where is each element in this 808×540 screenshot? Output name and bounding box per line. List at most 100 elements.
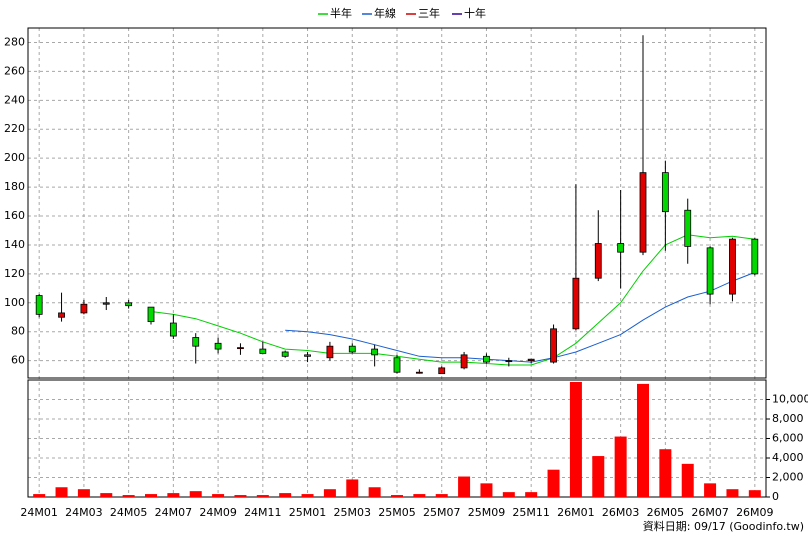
volume-bar	[726, 489, 739, 497]
volume-bar	[502, 492, 515, 497]
y-tick-label: 160	[4, 209, 25, 222]
candle-body	[438, 367, 446, 375]
candle-body	[259, 348, 267, 354]
y-tick-label: 180	[4, 180, 25, 193]
volume-bar	[212, 494, 225, 497]
volume-bar	[435, 494, 448, 497]
volume-bar	[525, 492, 538, 497]
volume-bar	[279, 493, 292, 497]
legend-label[interactable]: 三年	[418, 6, 440, 20]
candle-body	[125, 302, 133, 307]
y-tick-label: 220	[4, 122, 25, 135]
price-panel-frame	[27, 27, 767, 379]
candle-body	[147, 306, 155, 322]
x-tick-label: 24M07	[155, 506, 193, 519]
footer: 資料日期: 09/17 (Goodinfo.tw)	[643, 519, 804, 533]
y-tick-label: 260	[4, 64, 25, 77]
candle-body	[594, 243, 602, 279]
candle-body	[751, 238, 759, 275]
volume-bar	[659, 449, 672, 497]
candle-body	[102, 302, 110, 305]
y-tick-label: 280	[4, 35, 25, 48]
candle-body	[169, 322, 177, 337]
candle-body	[460, 354, 468, 369]
y-tick-label: 240	[4, 93, 25, 106]
y2-tick-label: 4,000	[772, 451, 804, 464]
volume-bar	[256, 495, 269, 497]
volume-bar	[413, 494, 426, 497]
x-tick-label: 25M03	[334, 506, 372, 519]
volume-bar	[323, 489, 336, 497]
volume-bar	[681, 463, 694, 497]
x-tick-label: 25M07	[423, 506, 461, 519]
volume-bar	[167, 493, 180, 497]
y2-tick-label: 0	[772, 490, 779, 503]
x-tick-label: 26M07	[691, 506, 729, 519]
candle-body	[80, 303, 88, 314]
volume-bar	[704, 483, 717, 497]
volume-bar	[33, 494, 46, 497]
volume-bar	[637, 383, 649, 497]
y-tick-label: 100	[4, 296, 25, 309]
x-tick-label: 24M11	[244, 506, 282, 519]
volume-bar	[189, 491, 202, 497]
candle-body	[527, 358, 535, 362]
volume-bar	[100, 493, 113, 497]
x-tick-label: 24M03	[65, 506, 103, 519]
volume-bar	[614, 436, 627, 497]
x-tick-label: 26M09	[736, 506, 774, 519]
x-tick-label: 24M09	[199, 506, 237, 519]
candle-body	[281, 351, 289, 357]
x-tick-label: 24M05	[110, 506, 148, 519]
y-tick-label: 200	[4, 151, 25, 164]
volume-bar	[368, 487, 381, 497]
candle-body	[214, 342, 222, 350]
volume-bar	[592, 456, 605, 497]
candle-body	[415, 371, 423, 374]
volume-bar	[301, 494, 314, 497]
legend-label[interactable]: 半年	[330, 6, 352, 20]
volume-bar	[234, 495, 247, 497]
volume-bar	[480, 483, 493, 497]
candle-body	[661, 172, 669, 213]
x-tick-label: 26M05	[647, 506, 685, 519]
candle-body	[348, 345, 356, 353]
candle-body	[371, 348, 379, 356]
legend-label[interactable]: 年線	[374, 6, 396, 20]
y2-tick-label: 6,000	[772, 432, 804, 445]
y-tick-label: 140	[4, 238, 25, 251]
x-tick-label: 26M03	[602, 506, 640, 519]
x-tick-label: 25M09	[468, 506, 506, 519]
x-tick-label: 25M05	[378, 506, 416, 519]
candle-body	[58, 312, 65, 318]
volume-bar	[569, 381, 582, 497]
volume-bar	[458, 476, 471, 497]
candle-body	[304, 354, 311, 357]
volume-bar	[547, 469, 560, 497]
volume-bar	[748, 490, 761, 497]
candle-body	[639, 172, 647, 253]
x-tick-label: 25M11	[512, 506, 550, 519]
x-tick-label: 25M01	[289, 506, 327, 519]
y-tick-label: 60	[11, 354, 25, 367]
volume-bar	[346, 479, 359, 497]
volume-bar	[77, 489, 90, 497]
volume-bar	[145, 494, 157, 497]
candle-body	[572, 277, 580, 330]
candle-body	[684, 209, 692, 247]
ma-line	[150, 234, 755, 366]
volume-bar	[122, 495, 135, 497]
volume-bar	[391, 495, 403, 497]
legend-label[interactable]: 十年	[464, 6, 486, 20]
y2-tick-label: 10,000	[772, 393, 808, 406]
candle-body	[505, 360, 513, 363]
candle-body	[326, 345, 334, 359]
y2-tick-label: 8,000	[772, 412, 804, 425]
y-tick-label: 120	[4, 267, 25, 280]
ma-line	[285, 271, 755, 363]
x-tick-label: 24M01	[20, 506, 58, 519]
volume-bar	[55, 487, 68, 497]
candle-body	[550, 328, 557, 363]
x-tick-label: 26M01	[557, 506, 595, 519]
candle-body	[483, 355, 490, 363]
